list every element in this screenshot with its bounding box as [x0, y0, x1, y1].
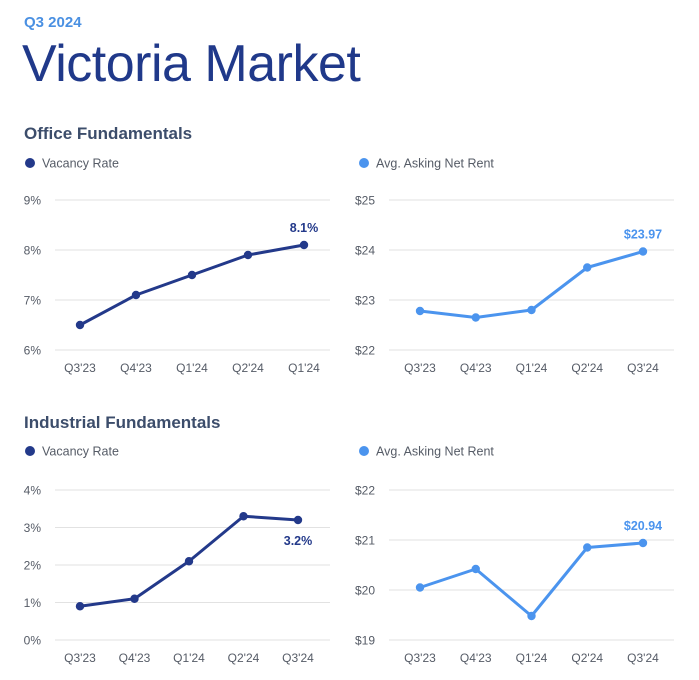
x-tick-label: Q2'24 [571, 651, 603, 665]
y-tick-label: 4% [24, 484, 42, 498]
y-tick-label: 3% [24, 521, 42, 535]
data-point [75, 602, 85, 611]
report-period: Q3 2024 [24, 14, 82, 31]
x-tick-label: Q3'24 [282, 651, 314, 665]
y-tick-label: 1% [24, 596, 42, 610]
data-point [583, 263, 592, 272]
data-point [638, 247, 648, 256]
x-tick-label: Q1'24 [516, 651, 548, 665]
y-tick-label: $24 [355, 244, 375, 258]
x-tick-label: Q3'23 [64, 651, 96, 665]
industrial-vacancy-chart: Vacancy Rate 0% 1% 2% 3% 4% Q3'23 Q4'23 Q1'24 Q2'… [24, 445, 330, 665]
y-tick-label: 7% [24, 294, 42, 308]
legend-marker [359, 446, 369, 456]
industrial-rent-chart: Avg. Asking Net Rent $19 $20 $21 $22 Q3'23 Q4'… [355, 445, 674, 665]
legend-marker [25, 158, 35, 168]
data-point [415, 583, 425, 592]
data-point [184, 557, 194, 566]
y-tick-label: $22 [355, 344, 375, 358]
office-vacancy-chart: Vacancy Rate 6% 7% 8% 9% Q3'23 Q4'23 Q1'24 Q2'24… [24, 157, 330, 375]
data-point [471, 564, 480, 574]
y-tick-label: $19 [355, 634, 375, 648]
x-tick-label: Q3'23 [404, 651, 436, 665]
legend-label: Vacancy Rate [42, 445, 119, 459]
legend-label: Vacancy Rate [42, 157, 119, 171]
x-tick-label: Q3'23 [64, 361, 96, 375]
x-tick-label: Q1'24 [176, 361, 208, 375]
x-tick-label: Q2'24 [228, 651, 260, 665]
y-tick-label: 9% [24, 194, 42, 208]
data-point [187, 270, 197, 280]
data-point [527, 305, 536, 315]
data-point [131, 290, 141, 300]
data-point [293, 515, 303, 525]
page-title: Victoria Market [22, 35, 361, 93]
y-tick-label: $25 [355, 194, 375, 208]
data-point [471, 313, 480, 322]
x-tick-label: Q3'24 [627, 651, 659, 665]
x-tick-label: Q3'23 [404, 361, 436, 375]
legend-marker [25, 446, 35, 456]
y-tick-label: 8% [24, 244, 42, 258]
office-rent-chart: Avg. Asking Net Rent $22 $23 $24 $25 Q3'23 Q4'… [355, 157, 674, 375]
x-tick-label: Q4'23 [120, 361, 152, 375]
data-point [527, 611, 536, 621]
data-point [299, 240, 309, 250]
x-tick-label: Q4'23 [460, 651, 492, 665]
y-tick-label: $20 [355, 584, 375, 598]
data-label: 3.2% [284, 534, 313, 548]
data-point [239, 512, 248, 521]
legend-label: Avg. Asking Net Rent [376, 445, 494, 459]
y-tick-label: $21 [355, 534, 375, 548]
data-point [583, 543, 592, 552]
y-tick-label: $23 [355, 294, 375, 308]
data-point [638, 538, 648, 548]
y-tick-label: 0% [24, 634, 42, 648]
data-label: 8.1% [290, 221, 319, 235]
legend-label: Avg. Asking Net Rent [376, 157, 494, 171]
data-label: $23.97 [624, 228, 662, 242]
data-point [75, 320, 85, 330]
series-line [78, 243, 306, 327]
y-tick-label: 6% [24, 344, 42, 358]
data-point [415, 306, 425, 316]
section-title-office: Office Fundamentals [24, 124, 193, 143]
x-tick-label: Q2'24 [571, 361, 603, 375]
section-title-industrial: Industrial Fundamentals [24, 413, 221, 432]
y-tick-label: $22 [355, 484, 375, 498]
data-point [130, 594, 139, 603]
x-tick-label: Q1'24 [288, 361, 320, 375]
series-line [418, 541, 645, 618]
x-tick-label: Q1'24 [173, 651, 205, 665]
x-tick-label: Q4'23 [460, 361, 492, 375]
data-point [243, 250, 253, 260]
x-tick-label: Q2'24 [232, 361, 264, 375]
legend-marker [359, 158, 369, 168]
data-label: $20.94 [624, 519, 662, 533]
x-tick-label: Q3'24 [627, 361, 659, 375]
x-tick-label: Q4'23 [119, 651, 151, 665]
x-tick-label: Q1'24 [516, 361, 548, 375]
y-tick-label: 2% [24, 559, 42, 573]
